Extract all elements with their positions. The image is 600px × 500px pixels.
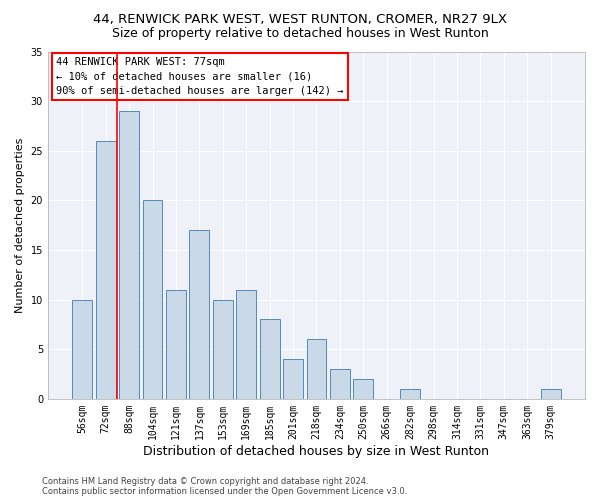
Bar [73, 300, 92, 399]
Y-axis label: Number of detached properties: Number of detached properties [15, 138, 25, 313]
Bar [166, 290, 186, 399]
Text: Size of property relative to detached houses in West Runton: Size of property relative to detached ho… [112, 28, 488, 40]
Bar [283, 359, 303, 399]
Bar [96, 141, 116, 399]
Bar [260, 320, 280, 399]
Bar [143, 200, 163, 399]
Bar [190, 230, 209, 399]
Bar [236, 290, 256, 399]
Text: 44 RENWICK PARK WEST: 77sqm
← 10% of detached houses are smaller (16)
90% of sem: 44 RENWICK PARK WEST: 77sqm ← 10% of det… [56, 56, 343, 96]
Bar [353, 379, 373, 399]
Bar [541, 389, 560, 399]
Bar [119, 111, 139, 399]
Text: 44, RENWICK PARK WEST, WEST RUNTON, CROMER, NR27 9LX: 44, RENWICK PARK WEST, WEST RUNTON, CROM… [93, 12, 507, 26]
Text: Contains HM Land Registry data © Crown copyright and database right 2024.: Contains HM Land Registry data © Crown c… [42, 477, 368, 486]
Text: Contains public sector information licensed under the Open Government Licence v3: Contains public sector information licen… [42, 487, 407, 496]
Bar [307, 340, 326, 399]
Bar [400, 389, 420, 399]
Bar [330, 369, 350, 399]
X-axis label: Distribution of detached houses by size in West Runton: Distribution of detached houses by size … [143, 444, 490, 458]
Bar [213, 300, 233, 399]
